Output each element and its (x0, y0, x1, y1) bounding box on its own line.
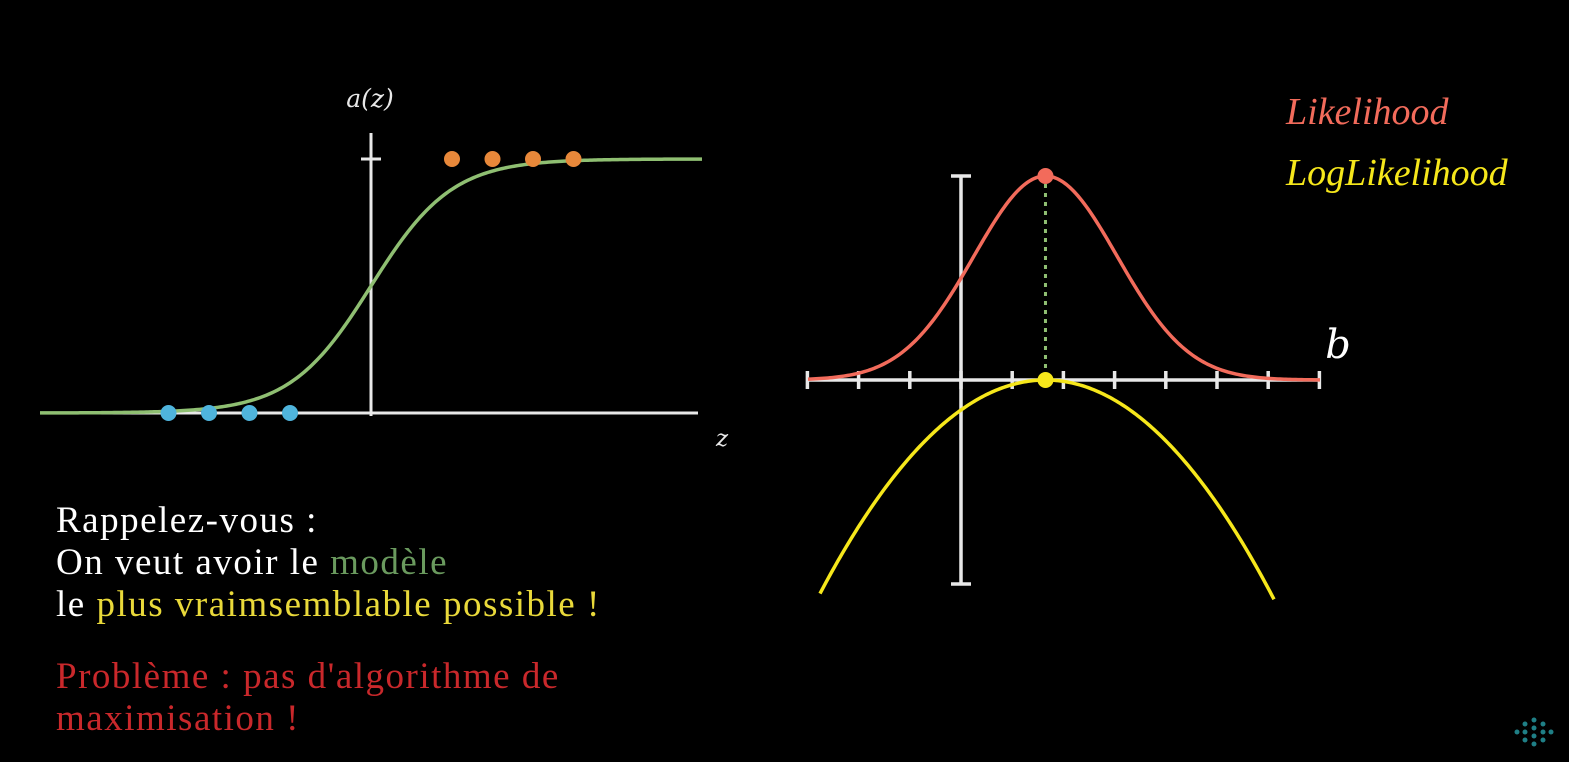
sigmoid-x-label: z (715, 426, 729, 452)
sigmoid-y-label: a(z) (346, 84, 394, 113)
highlight-model: modèle (330, 542, 449, 583)
problem-text: Problème : pas d'algorithme de maximisat… (56, 656, 776, 740)
loglikelihood-curve (818, 378, 1276, 601)
highlight-plausible: plus vraimsemblable possible ! (96, 584, 601, 625)
class0-point-1 (160, 405, 177, 421)
class1-point-4 (565, 151, 582, 167)
reminder-line-2-prefix: On veut avoir le (56, 542, 331, 583)
likelihood-curve (807, 174, 1321, 382)
reminder-line-2: On veut avoir le modèle (56, 542, 776, 584)
class1-point-1 (444, 151, 460, 167)
reminder-text: Rappelez-vous : On veut avoir le modèle … (56, 500, 776, 626)
class1-point-2 (484, 151, 501, 167)
class0-point-2 (201, 405, 217, 421)
channel-logo-icon (1514, 717, 1554, 747)
sigmoid-curve (39, 157, 703, 415)
sigmoid-chart: a(z) z (39, 84, 729, 452)
problem-line-2: maximisation ! (56, 698, 300, 739)
class1-point-3 (525, 151, 541, 167)
likelihood-chart: b (805, 168, 1351, 601)
class0-point-3 (241, 405, 258, 421)
likelihood-x-label: b (1325, 322, 1351, 368)
reminder-line-1: Rappelez-vous : (56, 500, 318, 541)
legend-likelihood: Likelihood (1285, 91, 1450, 133)
loglikelihood-maximum-point (1037, 372, 1054, 388)
problem-line-1: Problème : pas d'algorithme de (56, 656, 560, 697)
likelihood-maximum-point (1037, 168, 1054, 184)
legend-loglikelihood: LogLikelihood (1285, 152, 1509, 194)
legend: Likelihood LogLikelihood (1285, 91, 1509, 194)
class0-point-4 (282, 405, 298, 421)
reminder-line-3: le plus vraimsemblable possible ! (56, 584, 776, 626)
reminder-line-3-prefix: le (56, 584, 97, 625)
